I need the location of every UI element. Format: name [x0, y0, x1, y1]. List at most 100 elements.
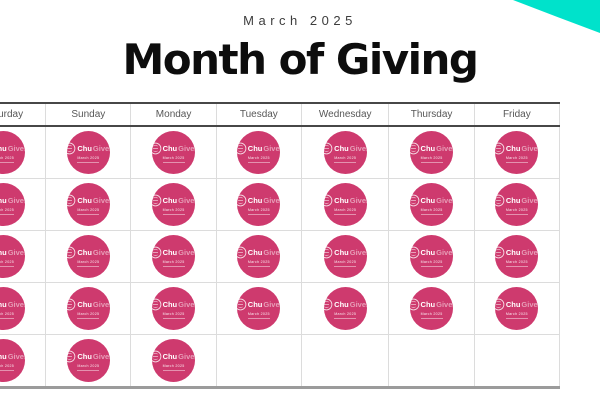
day-header-sunday: Sunday: [45, 102, 132, 127]
chu-crest-icon: [64, 350, 76, 363]
calendar-table: SaturdaySundayMondayTuesdayWednesdayThur…: [0, 102, 561, 389]
chu-crest-icon: [64, 246, 76, 259]
chu-crest-icon: [149, 142, 161, 155]
badge-subtext: March 2025: [334, 260, 357, 267]
badge-brand-light: Gives: [436, 299, 457, 309]
page-title: Month of Giving: [122, 35, 479, 84]
badge-brand-bold: Chu: [162, 143, 178, 153]
badge-brand-bold: Chu: [247, 247, 263, 257]
badge-brand-light: Gives: [521, 247, 542, 257]
badge-subtext: March 2025: [162, 260, 185, 267]
badge-brand-light: Gives: [7, 247, 29, 257]
badge-brand-bold: Chu: [77, 143, 92, 153]
day-header-saturday: Saturday: [0, 102, 47, 127]
calendar-header: SaturdaySundayMondayTuesdayWednesdayThur…: [0, 102, 561, 127]
badge-subtext: March 2025: [162, 156, 185, 163]
badge-brand-light: Gives: [521, 195, 542, 205]
badge-brand-bold: Chu: [505, 143, 521, 153]
badge-subtext: March 2025: [162, 208, 185, 215]
chu-crest-icon: [492, 246, 505, 259]
badge-subtext: March 2025: [420, 208, 443, 215]
badge-brand-bold: Chu: [420, 195, 436, 205]
badge-brand-light: Gives: [349, 299, 371, 309]
chu-crest-icon: [149, 246, 161, 259]
badge-subtext: March 2025: [0, 364, 15, 371]
badge-subtext: March 2025: [505, 156, 528, 163]
badge-brand-light: Gives: [178, 195, 199, 205]
badge-brand-light: Gives: [263, 143, 284, 153]
badge-brand-light: Gives: [263, 247, 284, 257]
badge-brand-light: Gives: [349, 247, 371, 257]
chu-crest-icon: [234, 142, 247, 155]
badge-brand-light: Gives: [92, 351, 114, 361]
badge-brand-light: Gives: [92, 143, 114, 153]
badge-brand-light: Gives: [178, 299, 199, 309]
chu-crest-icon: [234, 194, 247, 207]
chu-crest-icon: [320, 194, 333, 207]
chu-crest-icon: [64, 142, 76, 155]
badge-brand-bold: Chu: [162, 299, 178, 309]
badge-brand-bold: Chu: [334, 195, 349, 205]
chu-crest-icon: [407, 194, 419, 207]
badge-brand-bold: Chu: [334, 143, 349, 153]
badge-brand-light: Gives: [7, 351, 29, 361]
day-header-monday: Monday: [130, 102, 217, 127]
badge-brand-light: Gives: [92, 299, 114, 309]
badge-brand-light: Gives: [178, 247, 199, 257]
badge-subtext: March 2025: [247, 156, 270, 163]
badge-brand-bold: Chu: [0, 143, 7, 153]
badge-subtext: March 2025: [505, 312, 528, 319]
badge-brand-bold: Chu: [247, 143, 263, 153]
chu-crest-icon: [234, 298, 247, 311]
badge-brand-light: Gives: [436, 247, 457, 257]
badge-brand-bold: Chu: [420, 247, 436, 257]
chu-crest-icon: [149, 350, 161, 363]
badge-subtext: March 2025: [162, 364, 185, 371]
day-header-thursday: Thursday: [388, 102, 475, 127]
badge-brand-bold: Chu: [0, 351, 7, 361]
badge-subtext: March 2025: [247, 312, 270, 319]
badge-brand-bold: Chu: [0, 195, 7, 205]
